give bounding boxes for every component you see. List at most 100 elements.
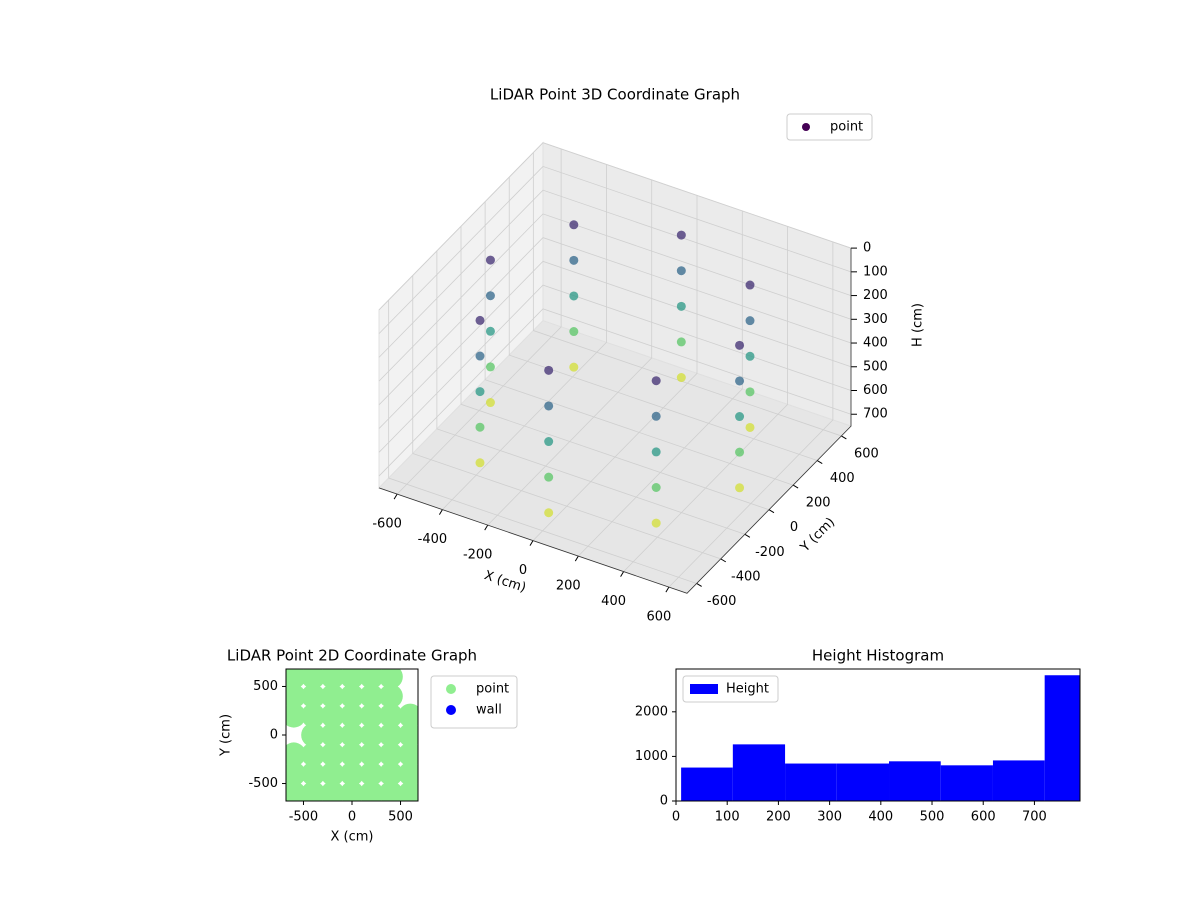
point [485, 255, 495, 265]
point [301, 761, 326, 786]
point [544, 365, 554, 375]
grid-line [460, 226, 770, 511]
point [320, 669, 345, 689]
x-tick-label: -500 [289, 810, 319, 825]
point [301, 669, 326, 689]
point [475, 387, 485, 397]
grid-line [487, 179, 653, 526]
point [651, 411, 661, 421]
z-tick-label: 700 [863, 407, 888, 422]
point [286, 669, 306, 689]
grid-line [578, 210, 743, 557]
point [651, 518, 661, 528]
y-tick-label: 500 [253, 679, 278, 694]
legend-marker [802, 123, 810, 131]
point [676, 337, 686, 347]
tick-mark [816, 460, 823, 464]
grid-line [378, 142, 852, 311]
point [569, 362, 579, 372]
grid-line [442, 164, 607, 510]
point [359, 761, 384, 786]
point [378, 703, 403, 728]
point [485, 291, 495, 301]
grid-line [623, 226, 788, 572]
bar [785, 763, 837, 801]
point [359, 669, 384, 689]
tick-mark [720, 558, 727, 563]
z-tick-label: 300 [863, 312, 888, 327]
y-axis-label: Y (cm) [219, 714, 234, 757]
point [359, 781, 384, 801]
point [359, 723, 384, 747]
point [340, 669, 364, 689]
point [340, 781, 364, 801]
point [735, 376, 745, 386]
z-tick-label: 500 [863, 359, 888, 374]
point [286, 703, 306, 728]
grid-line [532, 195, 698, 541]
point [359, 703, 384, 728]
bar [681, 767, 733, 801]
point [475, 315, 485, 325]
x-tick-label: 0 [672, 810, 680, 825]
point [301, 703, 326, 728]
grid-line [412, 275, 721, 560]
legend-marker [690, 684, 718, 694]
grid-line [378, 189, 852, 358]
bar [1044, 675, 1080, 801]
legend-label: wall [476, 703, 502, 718]
y-tick-label: 0 [660, 794, 668, 809]
point [475, 458, 485, 468]
point [544, 437, 554, 447]
legend-label: point [830, 120, 863, 135]
tick-mark [841, 435, 847, 440]
y-tick-label: 1000 [635, 749, 668, 764]
z-axis-label: H (cm) [911, 303, 926, 347]
tick-mark [792, 484, 799, 489]
point [569, 327, 579, 337]
point [301, 723, 326, 747]
point [378, 723, 403, 747]
chart-title: LiDAR Point 2D Coordinate Graph [227, 647, 477, 665]
x-tick-label: -400 [418, 532, 448, 547]
grid-line [378, 308, 852, 477]
point [651, 447, 661, 457]
point [398, 703, 418, 728]
z-tick-label: 600 [863, 383, 888, 398]
point [320, 723, 345, 747]
z-tick-label: 200 [863, 288, 888, 303]
point [676, 230, 686, 240]
point [340, 723, 364, 747]
point [286, 761, 306, 786]
point [340, 742, 364, 767]
tick-mark [768, 509, 775, 514]
bar [889, 761, 941, 801]
point [320, 684, 345, 709]
point [735, 447, 745, 457]
x-tick-label: 500 [388, 810, 413, 825]
point [569, 255, 579, 265]
point [301, 781, 326, 801]
y-tick-label: 600 [854, 446, 879, 461]
plot-area [286, 669, 418, 801]
point [569, 291, 579, 301]
point [745, 351, 755, 361]
z-tick-label: 400 [863, 336, 888, 351]
tick-mark [665, 586, 670, 593]
point [301, 684, 326, 709]
grid-line [396, 148, 562, 495]
point [378, 742, 403, 767]
point [320, 703, 345, 728]
x-axis-label: X (cm) [331, 830, 374, 845]
bar [992, 760, 1045, 801]
point [745, 387, 755, 397]
point [544, 401, 554, 411]
z-tick-label: 0 [863, 241, 871, 256]
point [320, 781, 345, 801]
y-tick-label: 200 [806, 496, 831, 511]
point [485, 398, 495, 408]
point [359, 684, 384, 709]
point [398, 781, 418, 801]
y-tick-label: 0 [790, 520, 798, 535]
